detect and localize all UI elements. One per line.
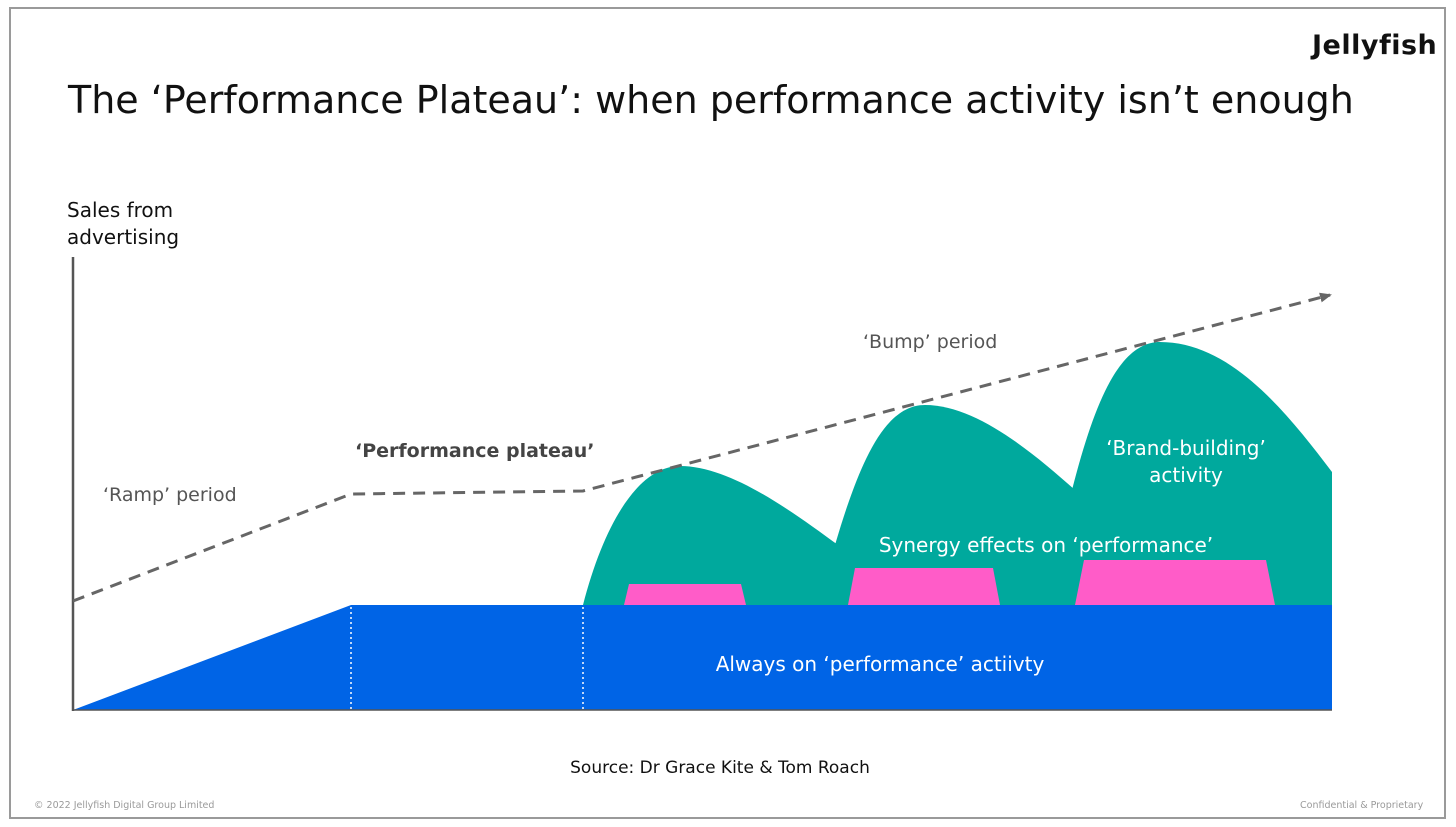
synergy-label: Synergy effects on ‘performance’ [879, 533, 1213, 557]
synergy-block-1 [624, 584, 746, 605]
brand-building-label-line2: activity [1149, 463, 1223, 487]
sales-trend-line [72, 292, 1332, 603]
synergy-block-2 [848, 568, 1000, 605]
y-axis-label-line2: advertising [67, 225, 180, 249]
brand-bump-3 [1072, 342, 1332, 605]
brand-bump-2 [835, 405, 1075, 605]
y-axis-label-line1: Sales from [67, 198, 174, 222]
ramp-period-label: ‘Ramp’ period [103, 484, 237, 506]
performance-plateau-label: ‘Performance plateau’ [355, 440, 594, 462]
synergy-block-3 [1075, 560, 1275, 605]
footer-copyright: © 2022 Jellyfish Digital Group Limited [34, 800, 215, 811]
brand-bump-1 [583, 466, 838, 605]
jellyfish-logo: Jellyfish [1312, 30, 1438, 61]
footer-confidential: Confidential & Proprietary [1300, 800, 1424, 811]
always-on-label: Always on ‘performance’ actiivty [716, 652, 1045, 676]
y-axis-label: Sales from advertising [67, 197, 227, 251]
source-citation: Source: Dr Grace Kite & Tom Roach [570, 758, 870, 778]
brand-building-label-line1: ‘Brand-building’ [1106, 436, 1266, 460]
always-on-area [73, 605, 1332, 710]
bump-period-label: ‘Bump’ period [863, 331, 997, 353]
slide-title: The ‘Performance Plateau’: when performa… [68, 78, 1354, 122]
